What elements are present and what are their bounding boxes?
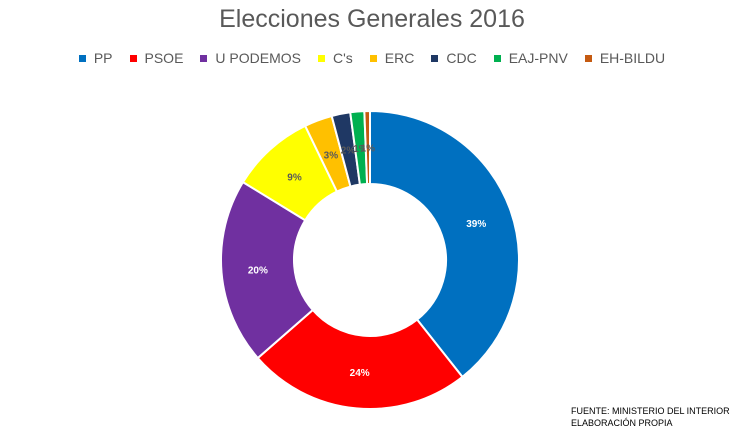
legend-label: ERC: [384, 50, 415, 66]
legend-item-pp: PP: [78, 50, 113, 66]
legend-swatch: [317, 54, 325, 62]
legend-item-erc: ERC: [369, 50, 415, 66]
data-label-eaj-pnv: 1%: [353, 144, 368, 155]
data-label-c-s: 9%: [287, 173, 302, 184]
data-label-erc: 3%: [324, 151, 339, 162]
legend: PP PSOE U PODEMOS C's ERC CDC EAJ-PNV EH-BILDU: [0, 50, 744, 66]
data-label-u-podemos: 20%: [248, 265, 268, 276]
legend-swatch: [493, 54, 501, 62]
legend-item-psoe: PSOE: [129, 50, 184, 66]
chart-title: Elecciones Generales 2016: [219, 5, 525, 33]
legend-label: PP: [93, 50, 113, 66]
legend-label: CDC: [446, 50, 477, 66]
data-label-psoe: 24%: [350, 368, 370, 379]
legend-label: C's: [332, 50, 353, 66]
data-label-eh-bildu: 1%: [361, 144, 376, 155]
slice-eh-bildu: [363, 109, 371, 186]
slice-u-podemos: [220, 180, 315, 360]
legend-label: EAJ-PNV: [508, 50, 568, 66]
legend-label: PSOE: [144, 50, 184, 66]
source-line-2: ELABORACIÓN PROPIA: [571, 418, 673, 428]
legend-item-cdc: CDC: [431, 50, 477, 66]
slice-psoe: [256, 308, 464, 410]
legend-label: EH-BILDU: [599, 50, 666, 66]
data-label-cdc: 2%: [341, 146, 356, 157]
data-label-pp: 39%: [466, 219, 486, 230]
legend-swatch: [431, 54, 439, 62]
source-note: FUENTE: MINISTERIO DEL INTERIOR ELABORAC…: [571, 405, 730, 429]
legend-item-u-podemos: U PODEMOS: [200, 50, 301, 66]
legend-swatch: [129, 54, 137, 62]
slice-pp: [369, 109, 520, 379]
legend-swatch: [78, 54, 86, 62]
legend-swatch: [584, 54, 592, 62]
source-line-1: FUENTE: MINISTERIO DEL INTERIOR: [571, 406, 730, 416]
legend-item-c-s: C's: [317, 50, 353, 66]
legend-swatch: [369, 54, 377, 62]
legend-swatch: [200, 54, 208, 62]
legend-item-eh-bildu: EH-BILDU: [584, 50, 666, 66]
legend-item-eaj-pnv: EAJ-PNV: [493, 50, 568, 66]
legend-label: U PODEMOS: [215, 50, 301, 66]
